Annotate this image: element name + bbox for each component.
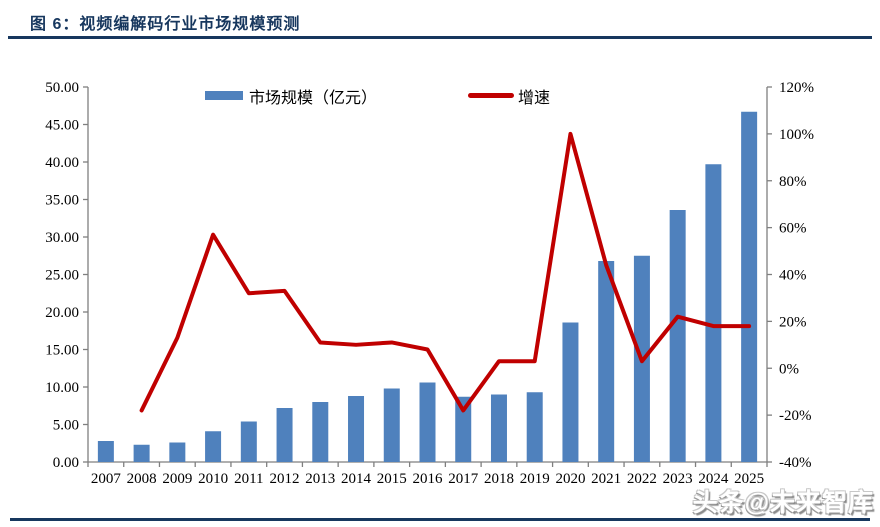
y-left-tick-label: 25.00 xyxy=(45,268,79,284)
y-right-tick-label: 0% xyxy=(779,361,799,377)
x-tick-label: 2013 xyxy=(305,471,335,487)
bar-2016 xyxy=(419,382,436,462)
x-tick-label: 2014 xyxy=(341,471,372,487)
x-tick-label: 2009 xyxy=(162,471,192,487)
legend-bar-label: 市场规模（亿元） xyxy=(249,90,378,107)
y-left-tick-label: 45.00 xyxy=(45,118,79,134)
figure-title: 图 6：视频编解码行业市场规模预测 xyxy=(30,16,301,33)
bar-2009 xyxy=(169,442,186,462)
x-tick-label: 2020 xyxy=(555,471,585,487)
bar-2018 xyxy=(490,394,507,462)
x-tick-label: 2017 xyxy=(448,471,479,487)
legend-line-swatch xyxy=(468,93,514,98)
y-right-tick-label: 60% xyxy=(779,221,807,237)
title-divider xyxy=(8,36,872,39)
x-tick-label: 2018 xyxy=(484,471,514,487)
legend-line-label: 增速 xyxy=(518,90,551,107)
x-tick-label: 2025 xyxy=(734,471,764,487)
bar-2023 xyxy=(669,210,686,462)
bar-2007 xyxy=(97,441,114,462)
bottom-divider xyxy=(10,518,870,521)
x-tick-label: 2019 xyxy=(520,471,550,487)
y-left-tick-label: 5.00 xyxy=(53,418,79,434)
y-left-tick-label: 30.00 xyxy=(45,230,79,246)
y-left-tick-label: 50.00 xyxy=(45,80,79,96)
y-right-tick-label: -20% xyxy=(779,408,812,424)
x-tick-label: 2008 xyxy=(127,471,157,487)
legend-bar-swatch xyxy=(205,91,243,100)
bar-2014 xyxy=(348,396,365,462)
x-tick-label: 2015 xyxy=(377,471,407,487)
y-right-tick-label: 80% xyxy=(779,174,807,190)
x-tick-label: 2021 xyxy=(591,471,621,487)
y-right-tick-label: 100% xyxy=(779,127,814,143)
x-tick-label: 2011 xyxy=(234,471,263,487)
bar-2019 xyxy=(526,392,543,462)
x-tick-label: 2007 xyxy=(91,471,122,487)
x-tick-label: 2010 xyxy=(198,471,228,487)
y-right-tick-label: -40% xyxy=(779,455,812,471)
x-tick-label: 2023 xyxy=(663,471,693,487)
y-right-tick-label: 120% xyxy=(779,80,814,96)
y-left-tick-label: 40.00 xyxy=(45,155,79,171)
y-right-tick-label: 20% xyxy=(779,314,807,330)
bar-2015 xyxy=(383,388,400,462)
y-left-tick-label: 15.00 xyxy=(45,343,79,359)
bar-2011 xyxy=(240,421,257,462)
x-tick-label: 2022 xyxy=(627,471,657,487)
y-left-tick-label: 10.00 xyxy=(45,380,79,396)
bar-2008 xyxy=(133,444,150,462)
y-right-tick-label: 40% xyxy=(779,268,807,284)
bar-2020 xyxy=(562,322,579,462)
bar-2017 xyxy=(455,396,472,462)
watermark-text: 头条@未来智库 xyxy=(692,489,874,517)
x-tick-label: 2016 xyxy=(413,471,444,487)
bar-2010 xyxy=(205,431,222,462)
bar-2013 xyxy=(312,402,329,462)
bar-2021 xyxy=(598,261,615,462)
bar-2025 xyxy=(741,111,758,462)
growth-line xyxy=(139,131,752,413)
x-tick-label: 2024 xyxy=(698,471,729,487)
x-tick-label: 2012 xyxy=(270,471,300,487)
bar-2024 xyxy=(705,164,722,462)
y-left-tick-label: 0.00 xyxy=(53,455,79,471)
y-left-tick-label: 35.00 xyxy=(45,193,79,209)
y-left-tick-label: 20.00 xyxy=(45,305,79,321)
bar-2012 xyxy=(276,408,293,462)
